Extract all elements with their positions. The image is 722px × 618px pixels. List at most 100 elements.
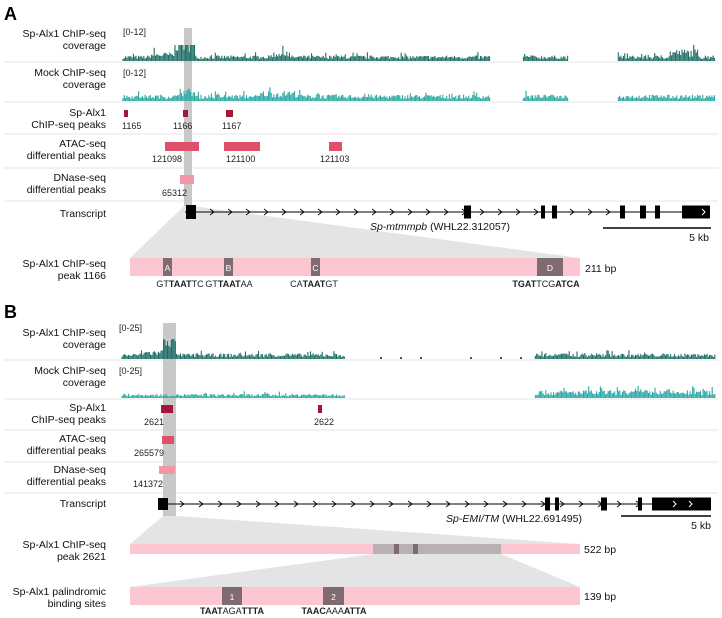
panel-a-atac-peak — [329, 142, 342, 151]
panel-b-site-mark — [394, 544, 399, 554]
panel-a-transcript-strand-arrow — [335, 208, 341, 216]
panel-b-strand-arrow-white — [688, 500, 693, 508]
panel-b-binding-site — [222, 587, 242, 605]
panel-b-transcript-strand-arrow — [559, 500, 565, 508]
panel-a-atac-id: 121100 — [226, 154, 255, 164]
panel-b-transcript-strand-arrow — [217, 500, 223, 508]
panel-a-label-atac: ATAC-seq differential peaks — [27, 138, 106, 162]
panel-b-site-sequence-seg: AAA — [326, 606, 344, 616]
panel-a-transcript-strand-arrow — [605, 208, 611, 216]
panel-b-sp-range: [0-25] — [119, 323, 142, 333]
panel-a-gene-name: Sp-mtmmpb — [370, 221, 427, 233]
panel-a-transcript-strand-arrow — [425, 208, 431, 216]
panel-a-site-sequence-seg: ATCA — [555, 279, 580, 289]
panel-a-site-sequence-seg: TAAT — [169, 279, 192, 289]
panel-a-site-sequence-seg: CA — [290, 279, 303, 289]
panel-a-transcript-strand-arrow — [407, 208, 413, 216]
panel-a-binding-site — [224, 258, 233, 276]
panel-a-label-sp-coverage-line: coverage — [63, 40, 106, 52]
panel-a-zoom-label: Sp-Alx1 ChIP-seq peak 1166 — [23, 258, 107, 282]
panel-a-label-transcript: Transcript — [60, 208, 106, 220]
panel-b-coverage-dot — [400, 357, 402, 359]
panel-a-gene-id: (WHL22.312057) — [430, 221, 510, 233]
panel-a-transcript-strand-arrow — [227, 208, 233, 216]
panel-a-site-sequence-seg: GT — [156, 279, 169, 289]
panel-a-zoom-wedge — [130, 206, 580, 258]
panel-a-site-id: B — [226, 263, 232, 273]
panel-b-peak-box — [130, 544, 580, 554]
panel-b-transcript-strand-arrow — [521, 500, 527, 508]
panel-b-atac-id: 265579 — [134, 448, 164, 458]
panel-b-site-id: 2 — [331, 592, 336, 602]
panel-a-label-mock-coverage-line: Mock ChIP-seq — [34, 67, 106, 79]
panel-b-transcript-strand-arrow — [255, 500, 261, 508]
panel-b-transcript-strand-arrow — [350, 500, 356, 508]
panel-a-zoom-label-line: peak 1166 — [58, 270, 106, 282]
panel-b-label-sp-coverage: Sp-Alx1 ChIP-seq coverage — [23, 327, 107, 351]
panel-a-mock-coverage-bars — [122, 87, 716, 101]
panel-b-atac-peak — [162, 436, 174, 444]
panel-a-transcript-strand-arrow — [263, 208, 269, 216]
panel-a-site-sequence: TGATTCGATCA — [512, 279, 580, 289]
panel-b-transcript-strand-arrow — [198, 500, 204, 508]
panel-a-label-sp-coverage: Sp-Alx1 ChIP-seq coverage — [23, 28, 107, 52]
panel-a-gene-label: Sp-mtmmpb (WHL22.312057) — [370, 221, 510, 233]
panel-b-coverage-dot — [420, 357, 422, 359]
panel-a-transcript-strand-arrow — [587, 208, 593, 216]
panel-b-dnase-id: 141372 — [133, 479, 163, 489]
panel-a-chip-peak-id: 1165 — [122, 121, 141, 131]
panel-a-transcript-strand-arrow — [299, 208, 305, 216]
panel-a-transcript-strand-arrow — [245, 208, 251, 216]
panel-a-binding-site — [537, 258, 563, 276]
panel-b-sp-coverage-bars — [121, 339, 716, 359]
panel-b-gene-name: Sp-EMI/TM — [446, 513, 499, 525]
panel-b-chip-peak — [318, 405, 322, 413]
panel-a-site-sequence: GTTAATTC — [156, 279, 204, 289]
panel-b-transcript-exon — [652, 497, 711, 511]
panel-a-label-dnase-line: differential peaks — [27, 184, 106, 196]
panel-a-transcript-strand-arrow — [353, 208, 359, 216]
panel-a-label-chip-peaks: Sp-Alx1 ChIP-seq peaks — [31, 107, 106, 131]
panel-b-zoom1-label-line: Sp-Alx1 ChIP-seq — [23, 539, 107, 551]
panel-b-chip-peak-id: 2622 — [314, 417, 334, 427]
panel-a-site-id: A — [165, 263, 171, 273]
panel-a-chip-peak — [226, 110, 233, 117]
panel-b-sites-box — [130, 587, 580, 605]
panel-b-coverage-dot — [380, 357, 382, 359]
panel-b-site-sequence-seg: ATTA — [344, 606, 367, 616]
panel-a-transcript-exon — [620, 205, 625, 219]
panel-b-chip-peak-id: 2621 — [144, 417, 164, 427]
panel-a-atac-peak — [224, 142, 260, 151]
panel-b-coverage-dot — [500, 357, 502, 359]
panel-b-label-atac: ATAC-seq differential peaks — [27, 433, 106, 457]
panel-b-transcript-strand-arrow — [312, 500, 318, 508]
panel-a-chip-peak — [124, 110, 128, 117]
panel-b-label-mock-coverage: Mock ChIP-seq coverage — [34, 365, 106, 389]
panel-b-label-mock-coverage-line: Mock ChIP-seq — [34, 365, 106, 377]
panel-b-label-transcript: Transcript — [60, 498, 106, 510]
panel-a-label-sp-coverage-line: Sp-Alx1 ChIP-seq — [23, 28, 107, 40]
panel-a-transcript-strand-arrow — [371, 208, 377, 216]
panel-a-site-sequence-seg: TAAT — [303, 279, 326, 289]
panel-a-site-sequence: GTTAATAA — [205, 279, 252, 289]
panel-a-site-sequence-seg: TC — [192, 279, 204, 289]
panel-a-site-sequence-seg: TAAT — [218, 279, 241, 289]
panel-b-transcript-strand-arrow — [179, 500, 185, 508]
panel-a-transcript-strand-arrow — [479, 208, 485, 216]
panel-a-site-sequence: CATAATGT — [290, 279, 338, 289]
panel-b-site-sequence: TAACAAAATTA — [301, 606, 367, 616]
panel-b-dnase-peak — [159, 466, 175, 474]
panel-b-transcript-exon — [158, 498, 168, 510]
panel-b-scale-label: 5 kb — [691, 520, 711, 532]
panel-a-transcript-strand-arrow — [533, 208, 539, 216]
panel-a-transcript-exon — [682, 205, 710, 219]
panel-a-site-id: C — [312, 263, 318, 273]
panel-b-mock-range: [0-25] — [119, 366, 142, 376]
panel-b-site-mark — [413, 544, 418, 554]
panel-b-chip-peak — [161, 405, 173, 413]
panel-b-transcript-strand-arrow — [464, 500, 470, 508]
panel-b-coverage-dot — [520, 357, 522, 359]
panel-b-coverage-dot — [470, 357, 472, 359]
panel-a-site-sequence-seg: TGAT — [512, 279, 536, 289]
